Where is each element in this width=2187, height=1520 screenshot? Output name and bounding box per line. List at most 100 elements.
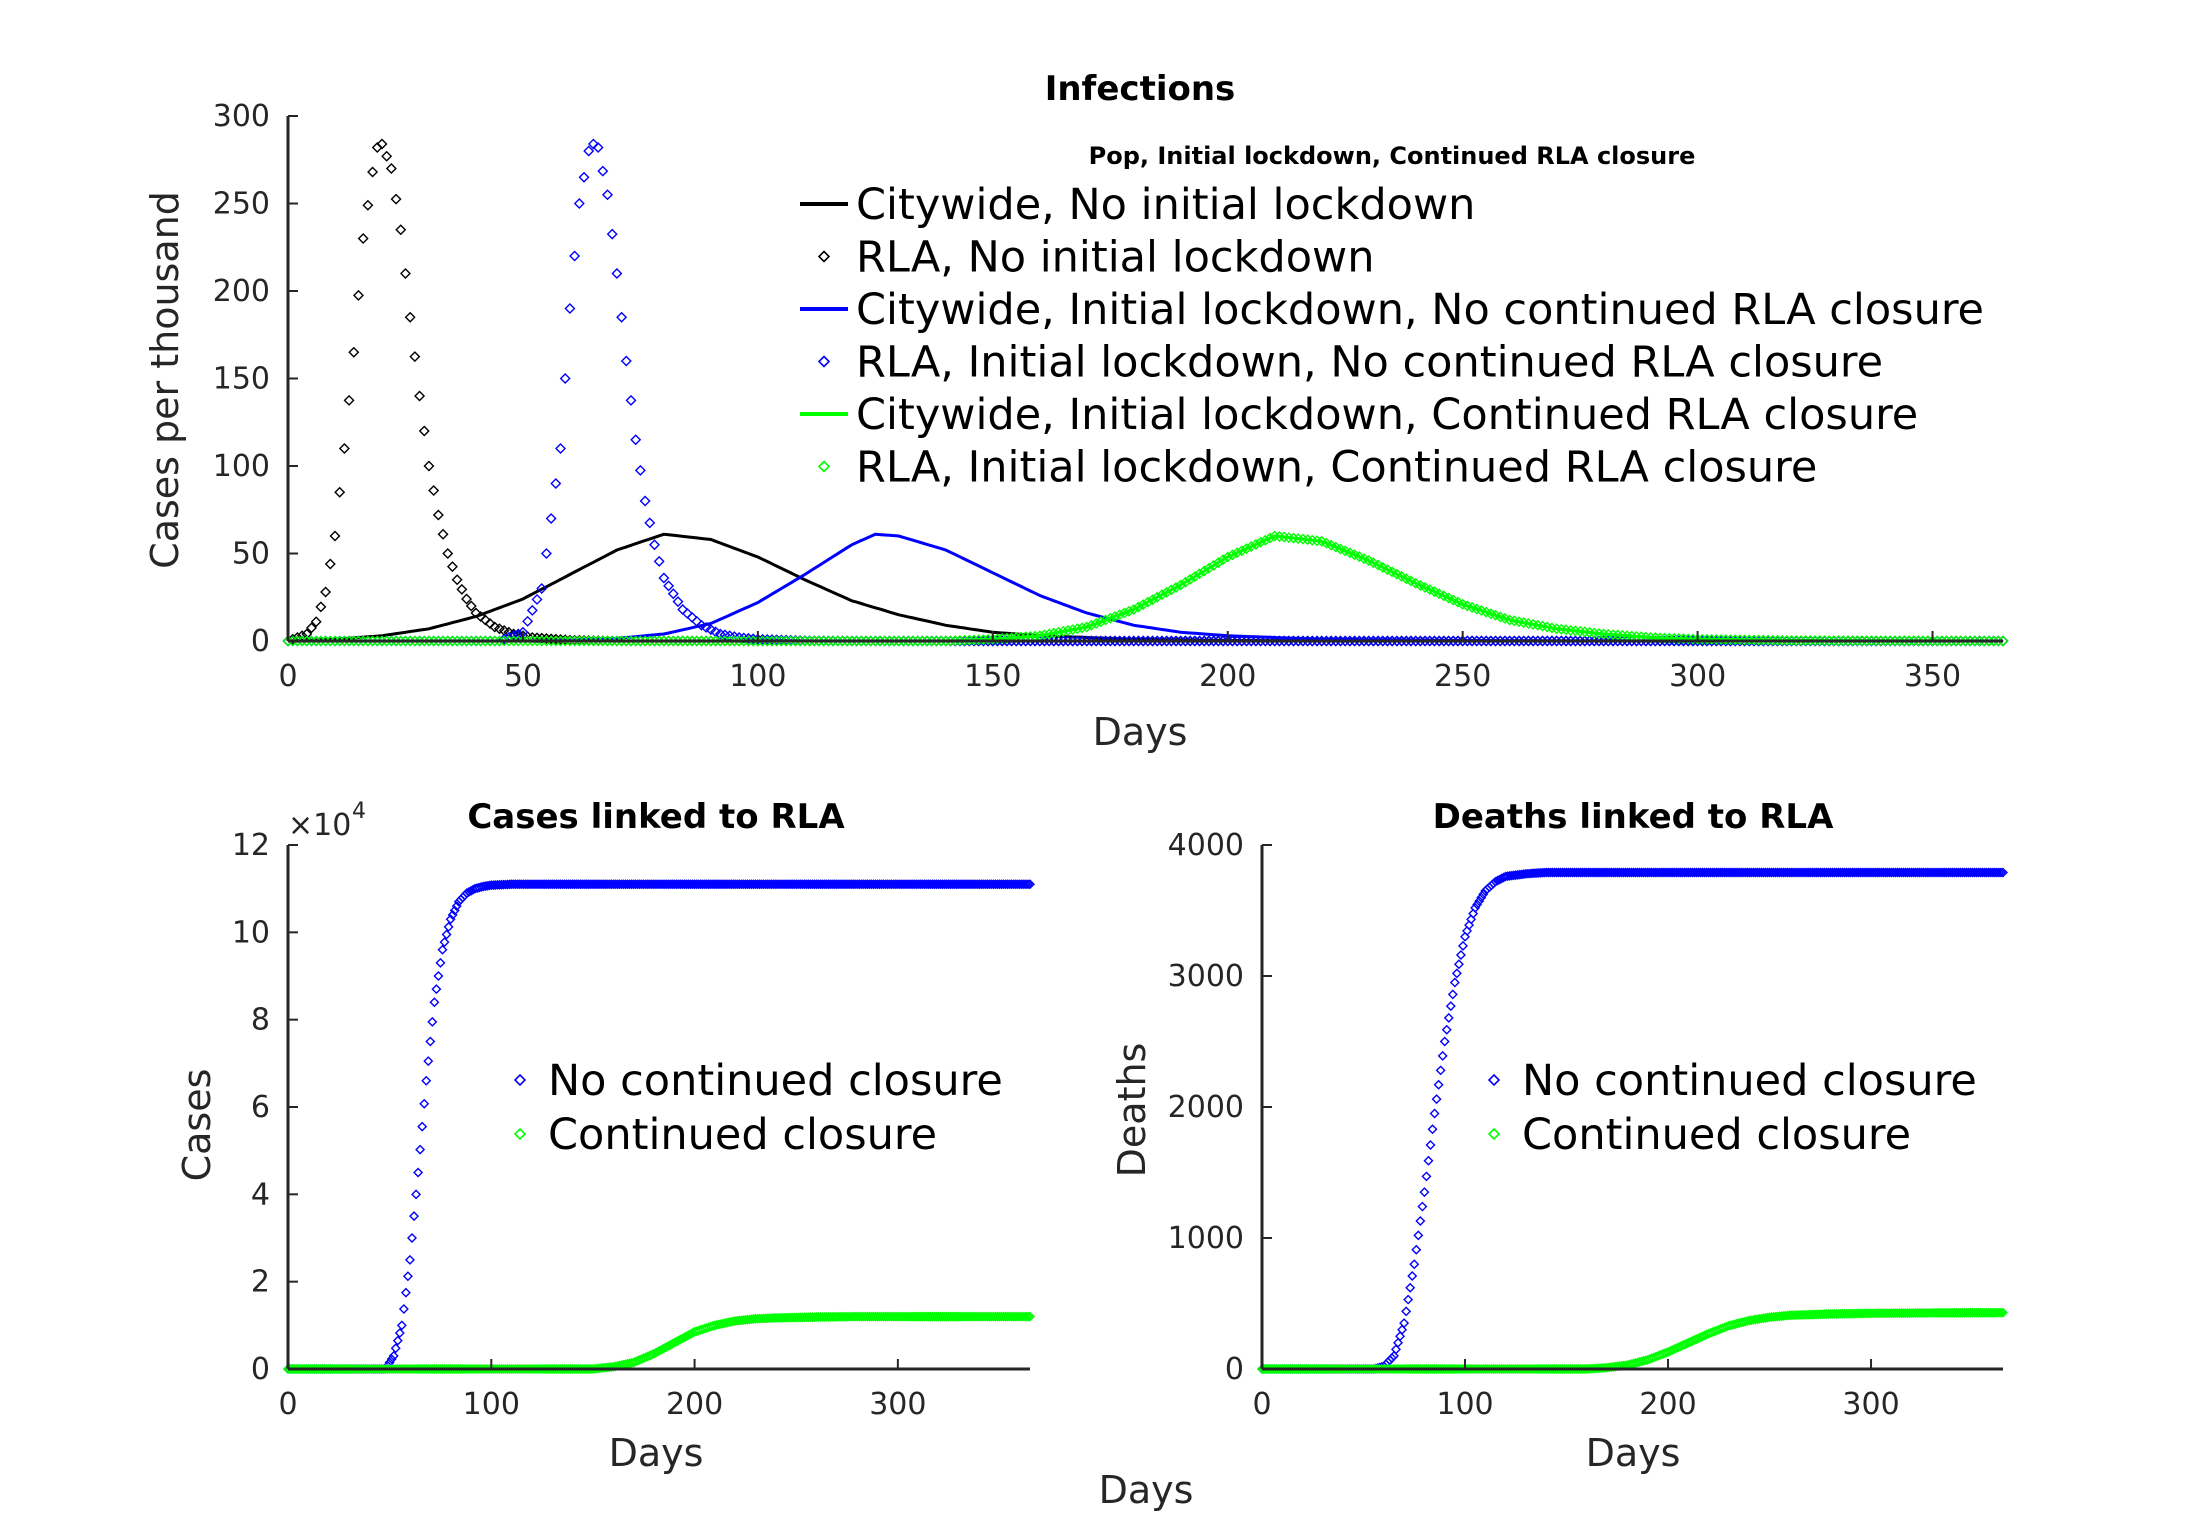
infections-series-point-5 — [1198, 565, 1210, 577]
infections-series-point-5 — [1992, 635, 2004, 647]
infections-series-point-5 — [1090, 618, 1102, 629]
infections-series-point-5 — [1668, 632, 1680, 644]
infections-series-point-5 — [1100, 614, 1112, 626]
infections-ylabel: Cases per thousand — [143, 191, 187, 569]
infections-series-point-3 — [536, 583, 548, 594]
cases-series-point-0 — [427, 1016, 438, 1027]
infections-series-point-5 — [1955, 635, 1967, 647]
infections-series-point-1 — [423, 460, 435, 472]
deaths-ytick-label: 1000 — [1168, 1221, 1244, 1256]
infections-series-point-5 — [1226, 549, 1238, 561]
cases-series-point-0 — [396, 1320, 407, 1331]
infections-series-point-3 — [602, 189, 613, 201]
infections-series-point-5 — [1001, 632, 1013, 644]
infections-series-point-5 — [1927, 635, 1939, 647]
cases-chart: Cases linked to RLA Days Cases ×10 4 0 10… — [175, 797, 1035, 1475]
figure-bottom-label: Days — [1099, 1468, 1194, 1512]
deaths-title: Deaths linked to RLA — [1433, 797, 1834, 837]
infections-series-point-5 — [1076, 622, 1088, 634]
deaths-series-point-1 — [1998, 1307, 2008, 1318]
deaths-series-point-0 — [1421, 1171, 1432, 1182]
infections-series-point-5 — [1203, 562, 1215, 574]
deaths-xtick-label: 100 — [1436, 1387, 1493, 1422]
cases-series-point-0 — [404, 1254, 415, 1265]
cases-series-point-0 — [1020, 879, 1031, 890]
infections-ytick-label: 0 — [251, 624, 270, 659]
infections-series-point-5 — [1988, 635, 2000, 647]
infections-xtick-label: 50 — [504, 659, 542, 694]
cases-series-point-1 — [1025, 1311, 1035, 1322]
infections-series-point-1 — [329, 530, 341, 542]
deaths-series-point-0 — [1409, 1259, 1420, 1270]
infections-series-point-3 — [512, 628, 524, 640]
infections-series-point-5 — [1118, 607, 1130, 619]
deaths-series-point-0 — [1451, 968, 1462, 979]
infections-series-point-5 — [1837, 635, 1849, 647]
deaths-series-point-0 — [1437, 1050, 1448, 1061]
infections-series-point-5 — [1057, 625, 1069, 637]
deaths-series-point-0 — [1488, 878, 1499, 889]
infections-ytick-label: 50 — [232, 537, 270, 572]
infections-series-point-1 — [357, 233, 369, 244]
infections-series-point-5 — [973, 634, 985, 646]
infections-series-point-3 — [630, 434, 642, 446]
cases-series-point-0 — [1025, 879, 1035, 890]
infections-legend-label: Citywide, Initial lockdown, Continued RL… — [856, 390, 1918, 440]
infections-ytick-label: 100 — [213, 449, 270, 484]
deaths-legend-marker-swatch — [1487, 1127, 1501, 1141]
deaths-ylabel: Deaths — [1110, 1043, 1154, 1178]
infections-legend-label: Citywide, Initial lockdown, No continued… — [856, 285, 1984, 335]
infections-series-point-3 — [625, 394, 637, 406]
infections-series-point-5 — [1851, 635, 1863, 647]
infections-series-point-5 — [963, 634, 975, 646]
deaths-series-point-0 — [1470, 902, 1481, 913]
cases-series-point-0 — [415, 1144, 426, 1155]
deaths-series-point-0 — [1411, 1244, 1422, 1255]
cases-legend-marker-swatch — [513, 1127, 527, 1141]
infections-legend-label: RLA, Initial lockdown, Continued RLA clo… — [856, 443, 1817, 493]
infections-series-point-5 — [1950, 635, 1962, 647]
infections-series-point-3 — [653, 555, 665, 567]
infections-series-point-1 — [451, 574, 463, 586]
infections-xtick-label: 150 — [964, 659, 1021, 694]
deaths-chart: Deaths linked to RLA Days Deaths 0 100 200… — [1110, 797, 2008, 1475]
deaths-series-point-0 — [1425, 1140, 1436, 1150]
infections-series-point-5 — [1208, 559, 1220, 571]
deaths-series-point-0 — [1388, 1350, 1399, 1361]
deaths-series-point-0 — [1427, 1124, 1438, 1135]
infections-series-point-5 — [1179, 576, 1191, 588]
deaths-series-point-0 — [1401, 1306, 1412, 1317]
cases-series-point-1 — [646, 1349, 657, 1360]
infections-series-point-5 — [1222, 551, 1234, 563]
infections-xtick-label: 200 — [1199, 659, 1256, 694]
infections-series-point-5 — [1912, 635, 1924, 647]
deaths-series-point-0 — [1431, 1094, 1442, 1105]
infections-series-point-3 — [649, 539, 660, 551]
infections-series-point-5 — [1104, 612, 1116, 624]
infections-series-point-5 — [968, 634, 980, 646]
deaths-series-point-0 — [1403, 1294, 1414, 1305]
infections-series-point-1 — [484, 618, 496, 629]
infections-series-point-5 — [1889, 635, 1901, 647]
deaths-ytick-label: 0 — [1225, 1352, 1244, 1387]
infections-series-point-1 — [409, 351, 421, 363]
deaths-series-point-0 — [1995, 867, 2006, 878]
infections-series-point-3 — [526, 604, 538, 616]
infections-series-point-5 — [1823, 635, 1835, 647]
deaths-series-point-1 — [1995, 1307, 2006, 1318]
deaths-series-point-0 — [1993, 867, 2004, 878]
infections-series-point-5 — [1917, 635, 1929, 647]
cases-series-point-0 — [413, 1167, 424, 1178]
deaths-series-point-0 — [1435, 1065, 1446, 1076]
deaths-ytick-label: 3000 — [1168, 959, 1244, 994]
infections-series-point-3 — [564, 303, 576, 314]
infections-series-point-3 — [606, 228, 618, 240]
infections-series-point-3 — [597, 165, 609, 177]
cases-ytick-label: 0 — [251, 1352, 270, 1387]
infections-title: Infections — [1045, 69, 1236, 109]
infections-series-point-3 — [587, 138, 599, 150]
infections-series-point-5 — [1959, 635, 1971, 647]
cases-exponent-base: ×10 — [288, 808, 351, 843]
infections-series-point-3 — [569, 250, 581, 262]
deaths-ytick-label: 4000 — [1168, 828, 1244, 863]
